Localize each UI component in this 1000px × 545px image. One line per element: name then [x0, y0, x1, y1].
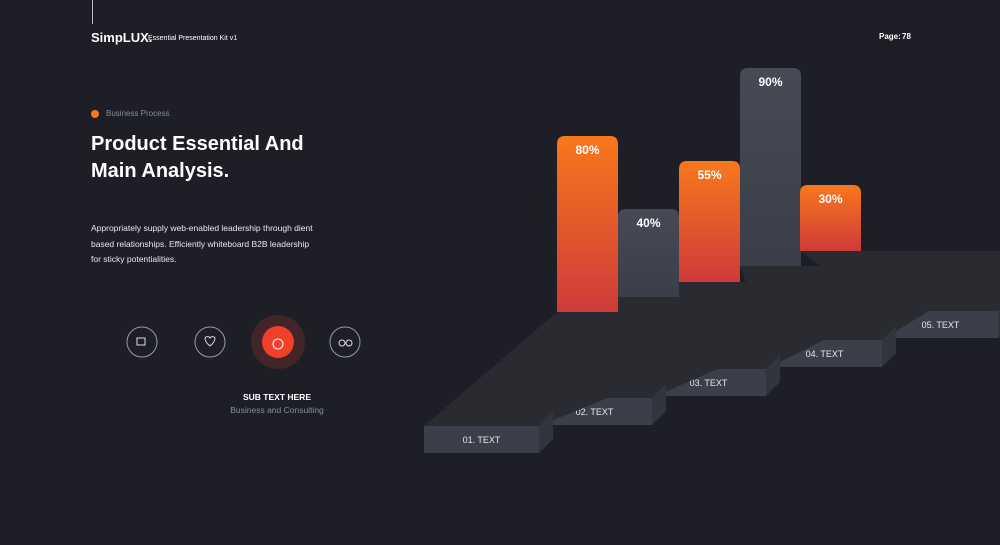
step-side	[539, 412, 553, 453]
icon-binoculars	[338, 339, 346, 347]
value-label: 90%	[758, 75, 782, 89]
bar	[618, 209, 679, 297]
value-label: 55%	[697, 168, 721, 182]
icon-active	[262, 326, 294, 358]
step-label: 02. TEXT	[576, 407, 614, 417]
body: Appropriately supply web-enabled leaders…	[91, 221, 313, 268]
page-label: Page:	[879, 32, 901, 41]
icon-heart	[204, 336, 216, 347]
icon-circle	[126, 326, 158, 358]
bar	[740, 68, 801, 266]
bar	[800, 185, 861, 251]
title-line: Main Analysis.	[91, 160, 230, 182]
tag: Business Process	[106, 109, 170, 118]
icon-circle	[194, 326, 226, 358]
brand: SimpLUX.	[91, 30, 153, 45]
step-label: 04. TEXT	[806, 349, 844, 359]
step-label: 01. TEXT	[463, 435, 501, 445]
icon-circle	[329, 326, 361, 358]
step-label: 03. TEXT	[690, 378, 728, 388]
page-number: 78	[902, 32, 911, 41]
value-label: 40%	[636, 216, 660, 230]
step-label: 05. TEXT	[922, 320, 960, 330]
value-label: 80%	[575, 143, 599, 157]
icon-bag	[272, 338, 284, 350]
icon-binoculars	[345, 339, 353, 347]
body-line: for sticky potentialities.	[91, 254, 177, 264]
body-line: Appropriately supply web-enabled leaders…	[91, 223, 313, 233]
tag-dot	[91, 110, 99, 118]
step-label-box	[424, 426, 539, 453]
step-floor	[424, 312, 818, 426]
icon-cup	[136, 337, 146, 346]
sub-title: SUB TEXT HERE	[242, 392, 311, 402]
value-label: 30%	[818, 192, 842, 206]
sub-text: Business and Consulting	[230, 405, 324, 415]
step-side	[882, 326, 896, 367]
step-side	[652, 384, 666, 425]
step-side	[766, 355, 780, 396]
title-line: Product Essential And	[91, 133, 304, 155]
body-line: based relationships. Efficiently whitebo…	[91, 238, 310, 249]
bar	[679, 161, 740, 282]
divider	[92, 0, 93, 24]
kit-name: Essential Presentation Kit v1	[148, 35, 238, 42]
bar	[557, 136, 618, 312]
title: Product Essential And Main Analysis.	[91, 131, 304, 185]
